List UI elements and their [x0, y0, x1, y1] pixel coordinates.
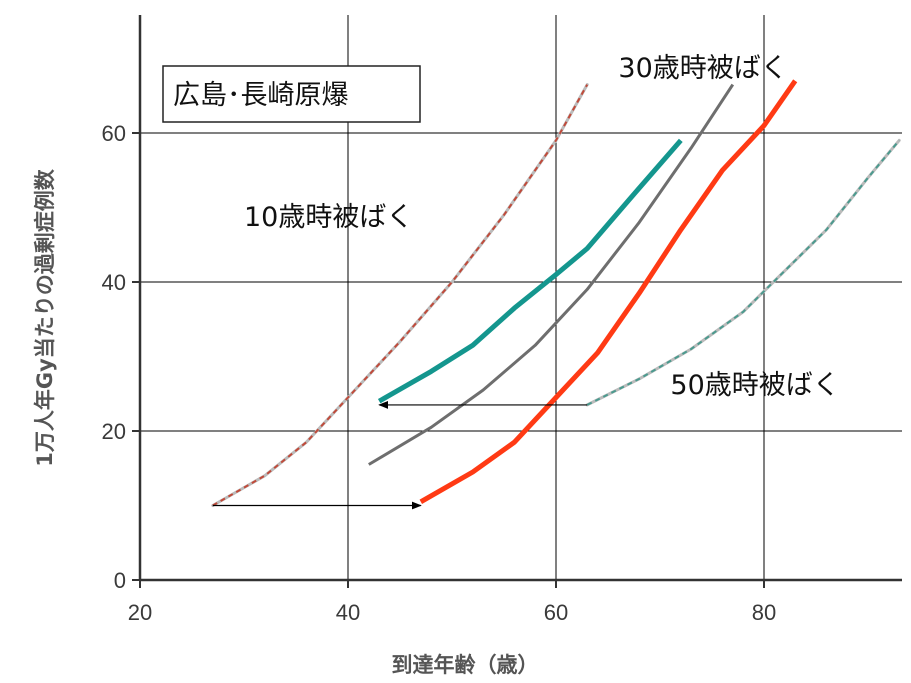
grid-lines	[140, 15, 902, 580]
y-tick-label-0: 0	[114, 568, 126, 593]
x-tick-label-60: 60	[544, 600, 568, 625]
series-line-shadow-1	[211, 83, 589, 507]
series-line-5	[586, 139, 900, 406]
series-line-4	[419, 79, 798, 504]
title-box: 広島･長崎原爆	[162, 65, 421, 123]
series-line-3	[368, 83, 735, 466]
x-tick-label-40: 40	[336, 600, 360, 625]
x-tick-label-80: 80	[752, 600, 776, 625]
x-axis-label: 到達年齢（歳）	[392, 653, 539, 677]
series-lines	[211, 79, 901, 507]
annotation-3: 50歳時被ばく	[670, 370, 839, 401]
annotation-2: 30歳時被ばく	[618, 53, 787, 84]
y-tick-label-40: 40	[102, 270, 126, 295]
series-line-2	[377, 138, 683, 404]
y-tick-label-60: 60	[102, 121, 126, 146]
x-tick-label-20: 20	[128, 600, 152, 625]
series-line-shadow-5	[585, 138, 901, 407]
axes	[132, 15, 902, 588]
chart-title: 広島･長崎原爆	[173, 80, 349, 111]
annotations: 10歳時被ばく 30歳時被ばく 50歳時被ばく	[244, 53, 840, 401]
arrows	[212, 400, 588, 510]
y-tick-label-20: 20	[102, 419, 126, 444]
annotation-1: 10歳時被ばく	[244, 202, 413, 233]
y-axis-label: 1万人年Gy当たりの過剰症例数	[33, 168, 57, 467]
